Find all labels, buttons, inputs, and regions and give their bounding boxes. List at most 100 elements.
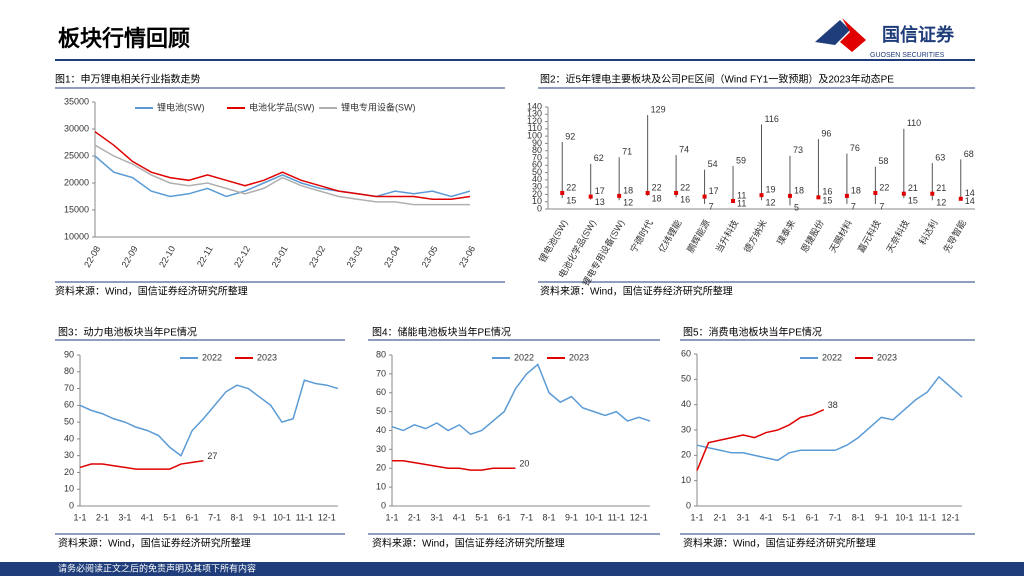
y-tick-label: 50	[376, 406, 386, 416]
x-tick-label: 8-1	[852, 512, 865, 522]
x-tick-label: 12-1	[318, 512, 336, 522]
current-marker	[787, 193, 792, 198]
high-label: 68	[964, 149, 974, 159]
data-label: 38	[828, 400, 838, 410]
x-tick-label: 5-1	[475, 512, 488, 522]
data-label: 27	[207, 451, 217, 461]
y-tick-label: 50	[64, 416, 74, 426]
low-label: 7	[879, 201, 884, 211]
current-marker	[958, 196, 963, 201]
y-tick-label: 90	[64, 349, 74, 359]
low-label: 15	[822, 195, 832, 205]
legend-label: 锂电专用设备(SW)	[341, 101, 416, 112]
series-line	[696, 409, 825, 471]
current-label: 18	[623, 185, 633, 195]
x-tick-label: 2-1	[96, 512, 109, 522]
x-tick-label: 1-1	[690, 512, 703, 522]
current-marker	[873, 190, 878, 195]
low-label: 12	[766, 198, 776, 208]
x-tick-label: 9-1	[253, 512, 266, 522]
chart-title: 图4：储能电池板块当年PE情况	[372, 326, 511, 339]
current-marker	[645, 190, 650, 195]
x-tick-label: 11-1	[296, 512, 313, 522]
y-tick-label: 20	[376, 463, 386, 473]
y-tick-label: 30	[376, 444, 386, 454]
legend-label: 2022	[202, 352, 222, 362]
x-tick-label: 2-1	[408, 512, 421, 522]
high-label: 59	[736, 155, 746, 165]
chart-source: 资料来源：Wind，国信证券经济研究所整理	[55, 285, 248, 298]
logo-text: 国信证券	[882, 24, 955, 45]
x-tick-label: 9-1	[875, 512, 888, 522]
x-tick-label: 23-01	[270, 244, 290, 269]
y-tick-label: 40	[376, 425, 386, 435]
series-line	[79, 379, 339, 457]
current-label: 21	[936, 183, 946, 193]
low-label: 18	[652, 193, 662, 203]
x-tick-label: 6-1	[186, 512, 199, 522]
series-line	[696, 375, 963, 462]
series-line	[392, 459, 516, 471]
current-label: 18	[794, 185, 804, 195]
x-tick-label: 璞泰来	[774, 218, 797, 247]
low-label: 15	[566, 195, 576, 205]
y-tick-label: 80	[376, 349, 386, 359]
x-tick-label: 4-1	[453, 512, 466, 522]
current-label: 22	[652, 182, 662, 192]
current-label: 18	[851, 185, 861, 195]
y-tick-label: 100	[527, 131, 542, 141]
current-marker	[731, 198, 736, 203]
legend-label: 2022	[822, 352, 842, 362]
x-tick-label: 23-02	[307, 244, 327, 269]
current-marker	[560, 190, 565, 195]
y-tick-label: 50	[532, 167, 542, 177]
legend-label: 电池化学品(SW)	[249, 101, 315, 112]
chart-title: 图1：申万锂电相关行业指数走势	[55, 73, 201, 86]
y-tick-label: 10	[681, 475, 691, 485]
x-tick-label: 23-05	[420, 244, 440, 269]
x-tick-label: 23-04	[382, 244, 402, 269]
low-label: 16	[680, 195, 690, 205]
y-tick-label: 40	[681, 399, 691, 409]
x-tick-label: 天奈科技	[884, 218, 912, 255]
x-tick-label: 22-09	[120, 244, 140, 269]
y-tick-label: 50	[681, 374, 691, 384]
legend-label: 2023	[569, 352, 589, 362]
x-tick-label: 11-1	[608, 512, 625, 522]
y-tick-label: 130	[527, 109, 542, 119]
x-tick-label: 3-1	[430, 512, 443, 522]
x-tick-label: 4-1	[760, 512, 773, 522]
current-marker	[901, 191, 906, 196]
low-label: 7	[709, 201, 714, 211]
x-tick-label: 11-1	[919, 512, 936, 522]
y-tick-label: 15000	[64, 204, 89, 214]
x-tick-label: 4-1	[141, 512, 154, 522]
x-tick-label: 锂电池(SW)	[536, 218, 569, 265]
high-label: 62	[594, 153, 604, 163]
logo-mark	[840, 18, 866, 52]
y-tick-label: 60	[681, 348, 691, 358]
series-line	[391, 363, 651, 436]
low-label: 12	[936, 198, 946, 208]
y-tick-label: 30	[681, 424, 691, 434]
high-label: 58	[878, 156, 888, 166]
x-tick-label: 23-03	[345, 244, 365, 269]
x-tick-label: 12-1	[630, 512, 648, 522]
y-tick-label: 40	[64, 433, 74, 443]
high-label: 116	[765, 114, 779, 124]
high-label: 63	[935, 152, 945, 162]
y-tick-label: 30000	[64, 123, 89, 133]
current-label: 22	[680, 182, 690, 192]
high-label: 92	[565, 131, 575, 141]
current-marker	[674, 190, 679, 195]
page-title: 板块行情回顾	[58, 26, 190, 51]
x-tick-label: 6-1	[806, 512, 819, 522]
x-tick-label: 5-1	[163, 512, 176, 522]
y-tick-label: 25000	[64, 150, 89, 160]
y-tick-label: 80	[64, 366, 74, 376]
x-tick-label: 10-1	[585, 512, 603, 522]
footer-note: 请务必阅读正文之后的免责声明及其项下所有内容	[58, 562, 256, 573]
y-tick-label: 35000	[64, 96, 89, 106]
legend-label: 2022	[514, 352, 534, 362]
